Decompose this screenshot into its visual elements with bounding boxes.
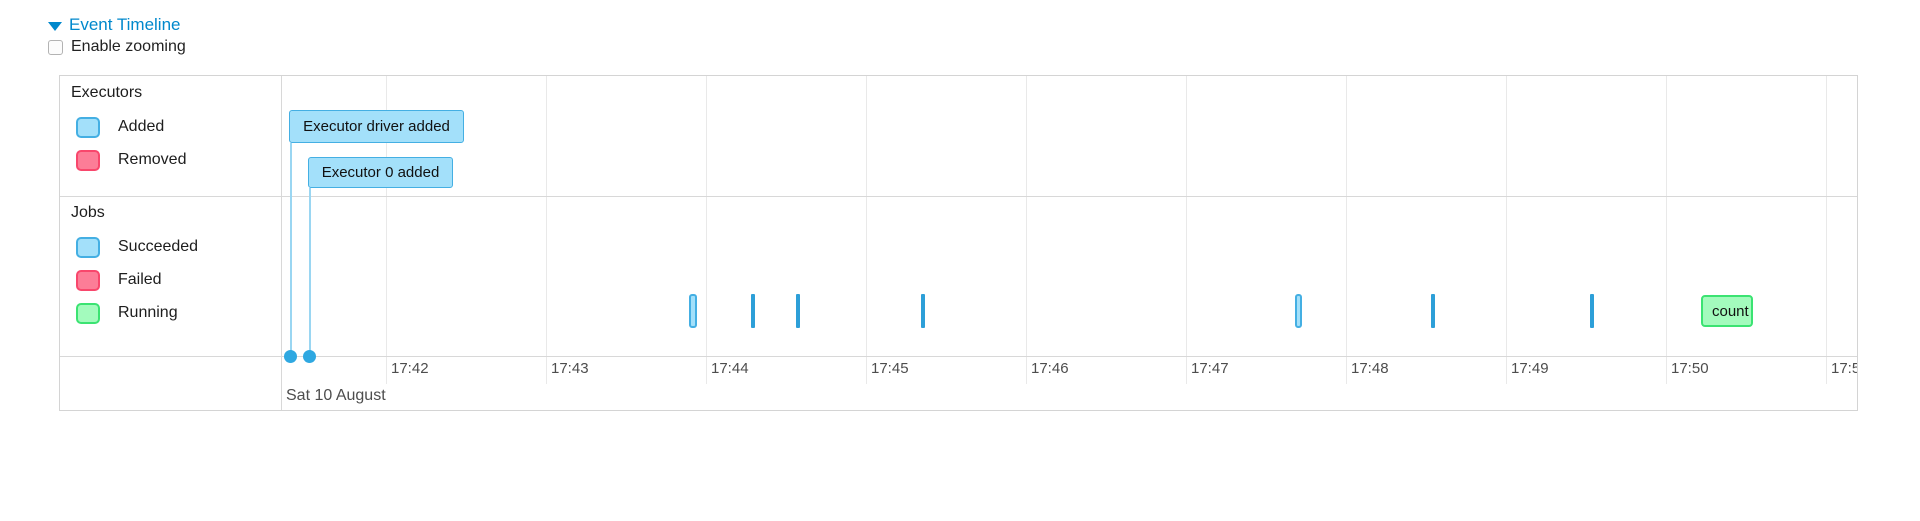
minute-gridline — [1026, 76, 1027, 384]
legend-row-failed: Failed — [76, 269, 162, 291]
job-bar-succeeded[interactable] — [1590, 294, 1594, 328]
legend-row-removed: Removed — [76, 149, 186, 171]
job-bar-succeeded[interactable] — [796, 294, 800, 328]
legend-swatch-running — [76, 302, 100, 324]
job-bar-succeeded[interactable] — [1431, 294, 1435, 328]
axis-line — [60, 356, 1857, 357]
executor-event-line — [290, 143, 292, 356]
minute-gridline — [1506, 76, 1507, 384]
axis-tick-label: 17:44 — [711, 360, 749, 377]
legend-swatch-failed — [76, 269, 100, 291]
enable-zooming-control[interactable]: Enable zooming — [48, 38, 186, 56]
axis-tick-label: 17:46 — [1031, 360, 1069, 377]
minute-gridline — [1826, 76, 1827, 384]
lane-title-jobs: Jobs — [71, 204, 105, 221]
axis-tick-label: 17:50 — [1671, 360, 1709, 377]
job-bar-succeeded[interactable] — [689, 294, 697, 328]
minute-gridline — [546, 76, 547, 384]
executor-event-box[interactable]: Executor 0 added — [308, 157, 453, 188]
legend-row-running: Running — [76, 302, 178, 324]
legend-swatch-removed — [76, 149, 100, 171]
axis-tick-label: 17:51 — [1831, 360, 1857, 377]
job-bar-succeeded[interactable] — [1295, 294, 1302, 328]
running-job-box[interactable]: count — [1701, 295, 1753, 327]
legend-row-added: Added — [76, 116, 164, 138]
axis-tick-label: 17:45 — [871, 360, 909, 377]
axis-date-label: Sat 10 August — [286, 387, 386, 404]
event-timeline-toggle[interactable]: Event Timeline — [48, 15, 181, 35]
axis-tick-label: 17:43 — [551, 360, 589, 377]
legend-label-removed: Removed — [118, 151, 187, 168]
legend-label-added: Added — [118, 118, 165, 135]
legend-label-failed: Failed — [118, 271, 162, 288]
lane-title-executors: Executors — [71, 84, 143, 101]
axis-tick-label: 17:48 — [1351, 360, 1389, 377]
minute-gridline — [1186, 76, 1187, 384]
executor-event-dot — [284, 350, 297, 363]
legend-swatch-added — [76, 116, 100, 138]
job-bar-succeeded[interactable] — [921, 294, 925, 328]
caret-down-icon — [48, 21, 62, 31]
executor-event-dot — [303, 350, 316, 363]
axis-tick-label: 17:49 — [1511, 360, 1549, 377]
minute-gridline — [1666, 76, 1667, 384]
legend-row-succeeded: Succeeded — [76, 236, 198, 258]
axis-tick-label: 17:42 — [391, 360, 429, 377]
legend-label-succeeded: Succeeded — [118, 238, 199, 255]
job-bar-succeeded[interactable] — [751, 294, 755, 328]
minute-gridline — [386, 76, 387, 384]
legend-label-running: Running — [118, 304, 178, 321]
axis-tick-label: 17:47 — [1191, 360, 1229, 377]
enable-zooming-checkbox[interactable] — [48, 39, 63, 55]
event-timeline-title: Event Timeline — [69, 15, 181, 34]
executor-event-line — [309, 188, 311, 356]
enable-zooming-label: Enable zooming — [71, 38, 186, 55]
timeline-panel: 17:42 17:43 17:44 17:45 17:46 17:47 17:48 17:49… — [59, 75, 1858, 411]
minute-gridline — [1346, 76, 1347, 384]
minute-gridline — [706, 76, 707, 384]
lane-divider — [60, 196, 1857, 197]
legend-swatch-succeeded — [76, 236, 100, 258]
label-column-divider — [281, 76, 282, 410]
minute-gridline — [866, 76, 867, 384]
executor-event-box[interactable]: Executor driver added — [289, 110, 464, 143]
